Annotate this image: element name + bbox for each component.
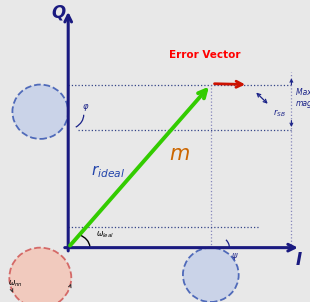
Circle shape (9, 248, 71, 302)
Text: $\psi$: $\psi$ (231, 251, 239, 262)
Circle shape (183, 248, 239, 302)
Text: I: I (296, 251, 302, 269)
Text: Error Vector: Error Vector (169, 50, 240, 60)
Circle shape (12, 85, 68, 139)
Text: $\omega_{leal}$: $\omega_{leal}$ (96, 230, 114, 240)
Text: $\varphi$: $\varphi$ (82, 102, 90, 113)
Text: Q: Q (52, 3, 66, 21)
Text: $r_{SB}$: $r_{SB}$ (273, 107, 286, 119)
Text: Max error
magnitude: Max error magnitude (296, 88, 310, 108)
Text: $r_{ideal}$: $r_{ideal}$ (91, 164, 126, 181)
Text: $\omega_{nn}$: $\omega_{nn}$ (8, 279, 23, 289)
Text: $m$: $m$ (169, 144, 190, 164)
